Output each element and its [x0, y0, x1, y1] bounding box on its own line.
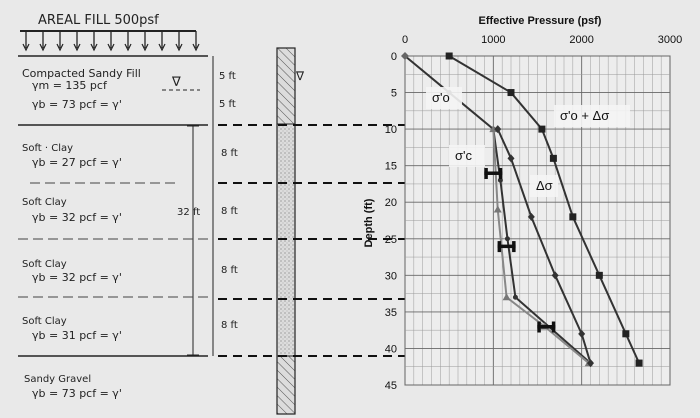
areal-fill-label: AREAL FILL 500psf: [38, 13, 159, 28]
data-point-square: [595, 271, 603, 279]
layer-3-thickness: 8 ft: [221, 206, 238, 217]
chart-markers: [401, 52, 643, 368]
layer-3-name: Soft Clay: [22, 197, 67, 208]
load-arrow-head: [158, 43, 166, 52]
x-tick-label: 3000: [658, 34, 682, 46]
y-tick-label: 25: [385, 234, 397, 246]
layer-1-thickness-upper: 5 ft: [219, 71, 236, 82]
y-tick-label: 20: [385, 197, 397, 209]
data-point-square: [445, 52, 453, 60]
annotation-background: [449, 145, 485, 167]
layer-5-gamma: γb = 31 pcf = γ': [32, 329, 122, 342]
annotation-label: σ'o: [432, 90, 450, 105]
layer-5-name: Soft Clay: [22, 316, 67, 327]
y-tick-label: 5: [391, 88, 397, 100]
y-tick-label: 15: [385, 161, 397, 173]
load-arrow-head: [124, 43, 132, 52]
midpoint-marker-bar: [484, 171, 503, 175]
y-tick-label: 0: [391, 51, 397, 63]
data-point-triangle: [493, 205, 502, 213]
effective-pressure-chart: Effective Pressure (psf) 0 1000 2000 3000 0…: [363, 15, 682, 392]
layer-1-gamma-m: γm = 135 pcf: [32, 79, 108, 92]
x-tick-label: 2000: [569, 34, 593, 46]
layer-4-name: Soft Clay: [22, 259, 67, 270]
load-arrow-head: [22, 43, 30, 52]
layer-2-name: Soft · Clay: [22, 143, 73, 154]
data-point: [504, 236, 510, 242]
load-arrow-head: [192, 43, 200, 52]
data-point-square: [622, 330, 630, 338]
data-point-diamond: [527, 212, 535, 221]
annotation-label: σ'c: [455, 148, 473, 163]
load-arrows: [22, 31, 200, 52]
chart-annotations: σ'o σ'c σ'o + Δσ Δσ: [426, 87, 630, 197]
y-tick-label: 30: [385, 270, 397, 282]
annotation-label: Δσ: [536, 178, 553, 193]
layer-4-thickness: 8 ft: [221, 265, 238, 276]
water-table-symbol: ∇: [171, 75, 181, 90]
layer-2-gamma: γb = 27 pcf = γ': [32, 156, 122, 169]
layer-4-gamma: γb = 32 pcf = γ': [32, 271, 122, 284]
load-arrow-head: [39, 43, 47, 52]
midpoint-marker-bar: [537, 325, 556, 329]
data-point-square: [569, 213, 577, 221]
y-tick-label: 45: [385, 380, 397, 392]
layer-1-name: Compacted Sandy Fill: [22, 67, 141, 80]
origin-point: [401, 52, 409, 60]
layer-1-thickness-lower: 5 ft: [219, 99, 236, 110]
series-line: [496, 128, 592, 364]
layer-5-thickness: 8 ft: [221, 320, 238, 331]
layer-1-gamma-b: γb = 73 pcf = γ': [32, 98, 122, 111]
annotation-label: σ'o + Δσ: [560, 108, 609, 123]
chart-title: Effective Pressure (psf): [479, 15, 602, 27]
annotation-background: [530, 175, 558, 197]
layer-3-gamma: γb = 32 pcf = γ': [32, 211, 122, 224]
data-point-diamond: [494, 125, 502, 134]
data-point-diamond: [507, 154, 515, 163]
soil-profile: AREAL FILL 500psf Compacted Sandy Fill γ…: [18, 13, 305, 415]
y-axis-label: Depth (ft): [363, 198, 375, 247]
data-point-triangle: [502, 293, 511, 301]
load-arrow-head: [56, 43, 64, 52]
data-point-triangle: [489, 125, 498, 133]
load-arrow-head: [90, 43, 98, 52]
data-point: [512, 294, 518, 300]
layer-6-name: Sandy Gravel: [24, 374, 91, 385]
annotation-background: [426, 87, 462, 109]
load-arrow-head: [107, 43, 115, 52]
load-arrow-head: [141, 43, 149, 52]
annotation-background: [554, 105, 630, 127]
load-arrow-head: [73, 43, 81, 52]
y-tick-label: 10: [385, 124, 397, 136]
load-arrow-head: [175, 43, 183, 52]
y-tick-label: 35: [385, 307, 397, 319]
layer-6-gamma: γb = 73 pcf = γ': [32, 387, 122, 400]
data-point-square: [507, 89, 515, 97]
data-point-square: [538, 125, 546, 133]
fill-hatch: [276, 47, 296, 125]
data-point-diamond: [587, 359, 594, 368]
x-tick-label: 0: [402, 34, 408, 46]
series-line: [448, 55, 640, 364]
total-clay-thickness: 32 ft: [177, 207, 200, 218]
depth-reference-lines: [218, 124, 500, 357]
x-tick-label: 1000: [481, 34, 505, 46]
x-tick-labels: 0 1000 2000 3000: [402, 34, 682, 46]
data-point-square: [549, 154, 557, 162]
data-point-square: [635, 359, 643, 367]
data-point: [497, 177, 503, 183]
layer-2-thickness: 8 ft: [221, 148, 238, 159]
gravel-hatch: [276, 355, 296, 415]
midpoint-marker-bar: [497, 244, 516, 249]
data-point-diamond: [578, 329, 586, 338]
water-table-symbol-2: ∇: [295, 69, 305, 83]
y-tick-labels: 0 5 10 15 20 25 30 35 40 45: [385, 51, 397, 392]
data-point-diamond: [551, 271, 559, 280]
y-tick-label: 40: [385, 343, 397, 355]
